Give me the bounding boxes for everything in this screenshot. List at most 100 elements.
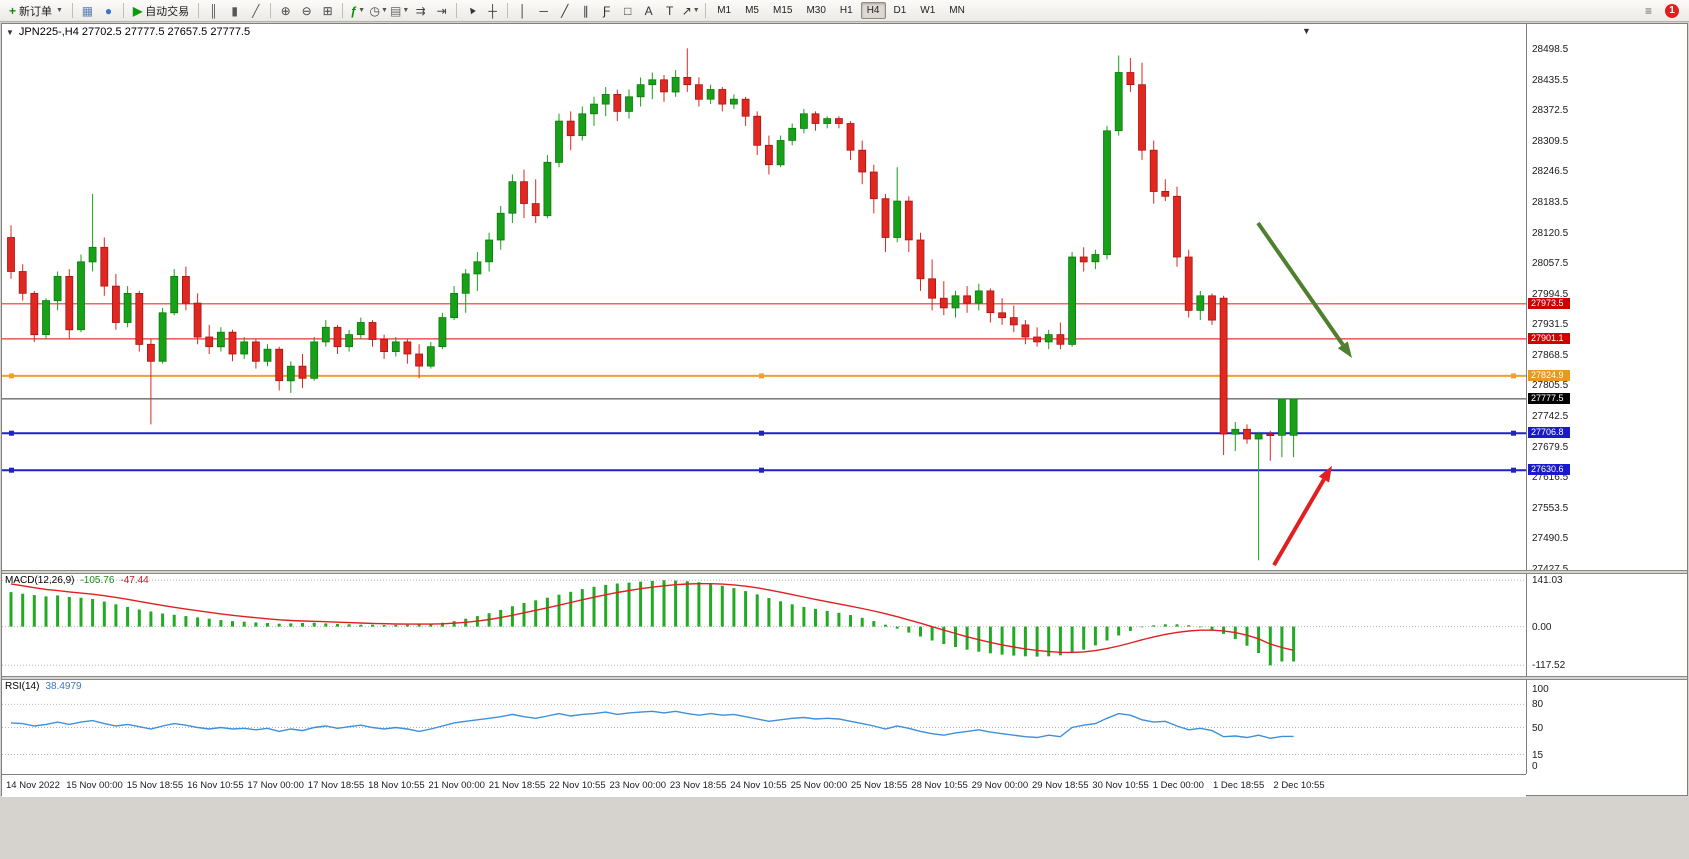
- arrows-button[interactable]: ↗ ▼: [680, 2, 701, 20]
- equidistant-channel-button[interactable]: ∥: [575, 2, 596, 20]
- price-tag-bid: 27777.5: [1528, 392, 1570, 404]
- zoom-out-button[interactable]: ⊖: [296, 2, 317, 20]
- chart-menu-caret-icon[interactable]: ▼: [6, 27, 14, 37]
- time-axis-label: 22 Nov 10:55: [549, 780, 606, 791]
- auto-trading-button[interactable]: ▶ 自动交易: [128, 2, 194, 20]
- rsi-svg: [2, 703, 1526, 755]
- toolbar-separator: [342, 3, 344, 18]
- chart-title: ▼ JPN225-,H4 27702.5 27777.5 27657.5 277…: [6, 26, 250, 38]
- time-axis-label: 29 Nov 00:00: [971, 780, 1029, 791]
- macd-histogram-layer: [2, 579, 1526, 666]
- time-axis[interactable]: 14 Nov 2022 15 Nov 00:00 15 Nov 18:55 16 No…: [2, 774, 1526, 797]
- toolbar-separator: [198, 3, 200, 18]
- main-chart-pane[interactable]: ▼ JPN225-,H4 27702.5 27777.5 27657.5 277…: [2, 24, 1526, 570]
- timeframe-H4[interactable]: H4: [860, 2, 886, 19]
- tile-windows-icon: ⊞: [322, 3, 333, 18]
- templates-button[interactable]: ▤ ▼: [389, 2, 410, 20]
- notification-badge[interactable]: 1: [1665, 3, 1679, 18]
- new-order-button[interactable]: + 新订单 ▼: [4, 2, 68, 20]
- timeframe-MN[interactable]: MN: [949, 5, 965, 16]
- timeframe-W1[interactable]: W1: [920, 5, 936, 16]
- shapes-icon: □: [624, 3, 632, 18]
- timeframe-M30[interactable]: M30: [806, 5, 826, 16]
- pane-divider-macd[interactable]: [2, 570, 1687, 574]
- price-tick-label: 27742.5: [1532, 410, 1569, 422]
- crosshair-button[interactable]: ┼: [482, 2, 503, 20]
- line-chart-button[interactable]: ╱: [245, 2, 266, 20]
- channel-icon: ∥: [582, 3, 589, 18]
- crosshair-icon: ┼: [488, 3, 497, 18]
- price-tick-label: 27868.5: [1532, 349, 1569, 361]
- macd-tick-label: 0.00: [1532, 621, 1552, 633]
- indicators-button[interactable]: ƒ ▼: [347, 2, 368, 20]
- periods-button[interactable]: ◷ ▼: [368, 2, 389, 20]
- text-button[interactable]: A: [638, 2, 659, 20]
- bar-chart-button[interactable]: ║: [203, 2, 224, 20]
- menu-glyph-icon: ≡: [1644, 3, 1652, 18]
- toolbar-right-group: ≡ 1: [1638, 2, 1685, 20]
- cursor-icon: ▲: [464, 3, 479, 18]
- vertical-line-button[interactable]: │: [512, 2, 533, 20]
- market-watch-button[interactable]: ●: [98, 2, 119, 20]
- toolbar-separator: [71, 3, 73, 18]
- macd-pane[interactable]: MACD(12,26,9) -105.76 -47.44: [2, 574, 1526, 676]
- menu-icon[interactable]: ≡: [1638, 2, 1659, 20]
- macd-signal-value: -47.44: [120, 575, 149, 586]
- timeframe-M1[interactable]: M1: [717, 5, 732, 16]
- candlestick-button[interactable]: ▮: [224, 2, 245, 20]
- timeframe-H1[interactable]: H1: [839, 5, 853, 16]
- time-axis-label: 15 Nov 00:00: [66, 780, 123, 791]
- pane-divider-rsi[interactable]: [2, 676, 1687, 680]
- cursor-button[interactable]: ▲: [461, 2, 482, 20]
- bar-chart-icon: ║: [209, 3, 218, 18]
- rsi-name: RSI(14): [5, 681, 40, 692]
- price-tag-level: 27630.6: [1528, 464, 1570, 476]
- shapes-button[interactable]: □: [617, 2, 638, 20]
- market-watch-icon: ●: [104, 3, 113, 18]
- time-axis-label: 2 Dec 10:55: [1273, 780, 1325, 791]
- chart-shift-icon: ⇥: [436, 3, 447, 18]
- auto-scroll-button[interactable]: ⇉: [410, 2, 431, 20]
- tile-windows-button[interactable]: ⊞: [317, 2, 338, 20]
- time-axis-label: 14 Nov 2022: [6, 780, 60, 791]
- periods-icon: ◷: [369, 3, 380, 18]
- price-axis[interactable]: 28498.5 28435.5 28372.5 28309.5 28246.5 28183…: [1526, 24, 1687, 774]
- time-axis-label: 29 Nov 18:55: [1032, 780, 1089, 791]
- timeframe-M15[interactable]: M15: [773, 5, 793, 16]
- price-tick-label: 27931.5: [1532, 319, 1569, 331]
- text-label-button[interactable]: T: [659, 2, 680, 20]
- zoom-in-button[interactable]: ⊕: [275, 2, 296, 20]
- rsi-label: RSI(14) 38.4979: [5, 681, 82, 692]
- price-tick-label: 28435.5: [1532, 74, 1569, 86]
- horizontal-line-button[interactable]: ─: [533, 2, 554, 20]
- dropdown-caret-icon: ▼: [402, 7, 410, 14]
- rsi-pane[interactable]: RSI(14) 38.4979: [2, 680, 1526, 774]
- chart-title-text: JPN225-,H4 27702.5 27777.5 27657.5 27777…: [18, 26, 251, 38]
- time-axis-label: 17 Nov 18:55: [307, 780, 365, 791]
- time-axis-label: 16 Nov 10:55: [187, 780, 244, 791]
- price-tick-label: 27805.5: [1532, 380, 1569, 392]
- trendline-button[interactable]: ╱: [554, 2, 575, 20]
- timeframe-M5[interactable]: M5: [745, 5, 759, 16]
- arrows-tool-icon: ↗: [681, 3, 692, 18]
- timeframe-D1[interactable]: D1: [893, 5, 907, 16]
- time-axis-label: 30 Nov 10:55: [1092, 780, 1149, 791]
- fibo-icon: Ƒ: [603, 3, 611, 18]
- auto-trading-button-label: 自动交易: [145, 5, 190, 18]
- time-axis-label: 1 Dec 00:00: [1152, 780, 1204, 791]
- price-tick-label: 28246.5: [1532, 166, 1569, 178]
- fibonacci-button[interactable]: Ƒ: [596, 2, 617, 20]
- time-axis-label: 17 Nov 00:00: [247, 780, 304, 791]
- price-tick-label: 27490.5: [1532, 533, 1569, 545]
- candles-layer: [2, 48, 1526, 567]
- dropdown-caret-icon: ▼: [380, 7, 388, 14]
- price-tick-label: 28183.5: [1532, 196, 1569, 208]
- candlestick-icon: ▮: [231, 3, 238, 18]
- toolbar-separator: [270, 3, 272, 18]
- charts-button[interactable]: ▦: [77, 2, 98, 20]
- price-tick-label: 27616.5: [1532, 472, 1569, 484]
- chart-shift-button[interactable]: ⇥: [431, 2, 452, 20]
- price-tag-level: 27901.1: [1528, 332, 1570, 344]
- chart-dropdown-caret-icon[interactable]: ▼: [1302, 26, 1311, 36]
- zoom-in-icon: ⊕: [280, 3, 291, 18]
